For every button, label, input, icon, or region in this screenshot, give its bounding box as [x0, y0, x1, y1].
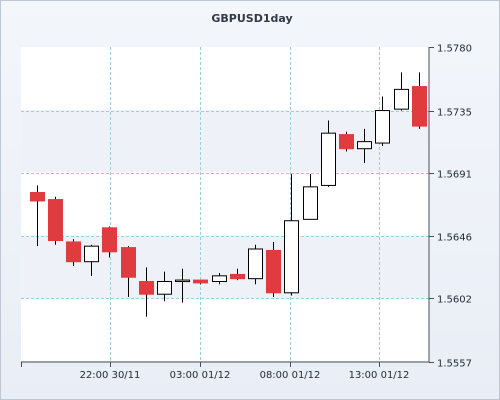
candle-body-down: [30, 191, 45, 202]
candle: [230, 268, 245, 281]
candle: [248, 244, 263, 285]
candle-body-up: [321, 132, 336, 186]
candle-body-up: [303, 186, 318, 220]
candle: [212, 273, 227, 285]
candle-body-down: [48, 199, 63, 242]
candle-body-up: [394, 88, 409, 110]
x-tick-label: 08:00 01/12: [260, 370, 321, 381]
candle-body-down: [193, 279, 208, 284]
candle-body-up: [375, 110, 390, 144]
plot-band-lower: [21, 236, 429, 299]
candle: [339, 131, 354, 152]
plot-area: [21, 47, 429, 361]
candle: [175, 268, 190, 303]
candle-body-up: [175, 279, 190, 283]
candle: [266, 241, 281, 298]
candle-body-down: [412, 86, 427, 127]
candle: [375, 96, 390, 146]
candle: [157, 271, 172, 302]
x-tick-label: 22:00 30/11: [80, 370, 141, 381]
plot-band-upper: [21, 110, 429, 172]
candle: [321, 120, 336, 187]
candle: [84, 244, 99, 276]
candle-body-down: [66, 241, 81, 263]
candle-body-up: [212, 275, 227, 282]
candle: [394, 72, 409, 111]
candle-body-up: [248, 248, 263, 280]
candle: [303, 174, 318, 220]
candle-body-up: [357, 141, 372, 150]
grid: [21, 47, 429, 362]
candle: [48, 196, 63, 245]
candle-body-down: [102, 227, 117, 253]
candle-body-down: [121, 247, 136, 278]
y-tick-label: 1.5646: [437, 233, 472, 244]
candles: [30, 72, 427, 317]
candle: [412, 72, 427, 129]
chart-title: GBPUSD1day: [211, 12, 292, 25]
x-axis-ticks: 22:00 30/11 03:00 01/12 08:00 01/12 13:00 0…: [21, 362, 410, 381]
candle: [139, 267, 154, 317]
candle: [102, 226, 117, 258]
y-tick-label: 1.5602: [437, 295, 472, 306]
candle-body-down: [339, 134, 354, 150]
candle: [357, 128, 372, 163]
candle: [66, 239, 81, 266]
y-axis-ticks: 1.5780 1.5735 1.5691 1.5646 1.5602 1.5557: [429, 44, 472, 370]
y-tick-label: 1.5780: [437, 44, 472, 55]
y-tick-label: 1.5557: [437, 359, 472, 370]
y-tick-label: 1.5691: [437, 170, 472, 181]
x-tick-label: 03:00 01/12: [170, 370, 231, 381]
candle: [193, 279, 208, 285]
candle-body-down: [266, 249, 281, 294]
candle: [30, 185, 45, 247]
candle-body-down: [139, 280, 154, 295]
candle: [284, 174, 299, 296]
candle-body-up: [284, 220, 299, 294]
x-tick-label: 13:00 01/12: [349, 370, 410, 381]
candle-body-up: [84, 245, 99, 263]
candle-body-up: [157, 280, 172, 295]
candle-body-down: [230, 273, 245, 280]
y-tick-label: 1.5735: [437, 108, 472, 119]
candle: [121, 246, 136, 298]
